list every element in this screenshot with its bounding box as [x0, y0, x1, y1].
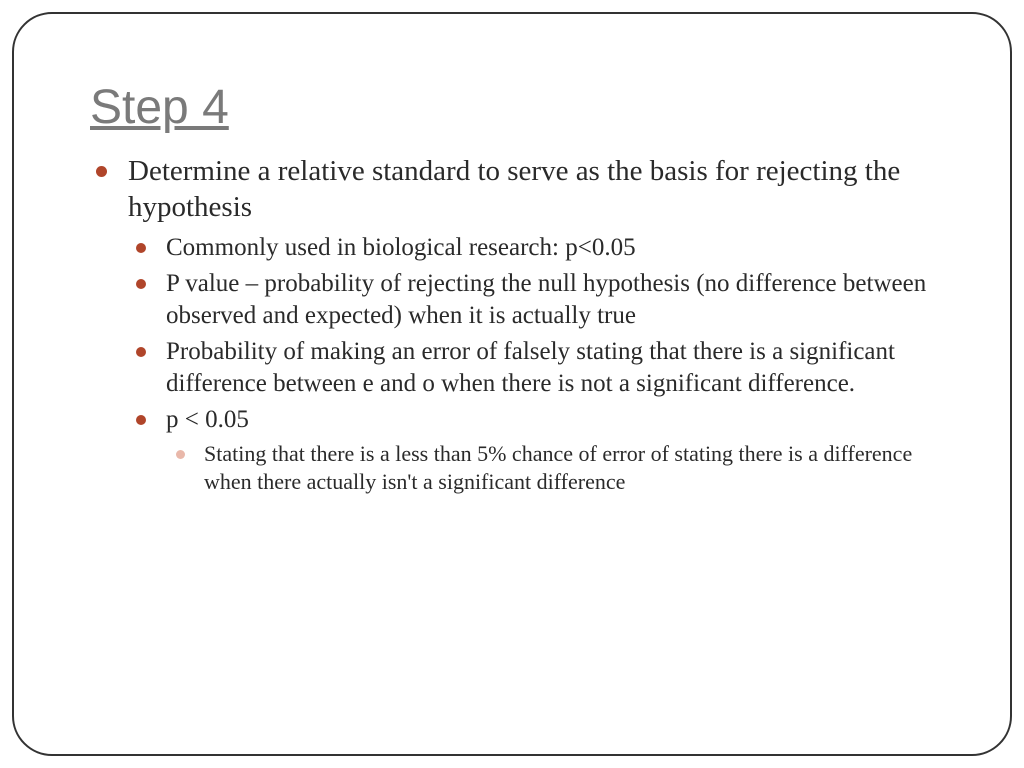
list-item: p < 0.05 Stating that there is a less th… — [128, 404, 934, 496]
bullet-text: Probability of making an error of falsel… — [166, 338, 895, 397]
bullet-text: Stating that there is a less than 5% cha… — [204, 441, 912, 494]
bullet-text: Determine a relative standard to serve a… — [128, 155, 900, 223]
list-item: Stating that there is a less than 5% cha… — [166, 440, 934, 496]
slide-content: Step 4 Determine a relative standard to … — [90, 80, 934, 502]
list-item: P value – probability of rejecting the n… — [128, 268, 934, 332]
bullet-list-level1: Determine a relative standard to serve a… — [90, 153, 934, 496]
slide-title: Step 4 — [90, 80, 934, 135]
bullet-list-level2: Commonly used in biological research: p<… — [128, 232, 934, 496]
list-item: Commonly used in biological research: p<… — [128, 232, 934, 264]
bullet-list-level3: Stating that there is a less than 5% cha… — [166, 440, 934, 496]
list-item: Determine a relative standard to serve a… — [90, 153, 934, 496]
list-item: Probability of making an error of falsel… — [128, 336, 934, 400]
bullet-text: p < 0.05 — [166, 406, 249, 433]
bullet-text: Commonly used in biological research: p<… — [166, 234, 636, 261]
bullet-text: P value – probability of rejecting the n… — [166, 270, 926, 329]
